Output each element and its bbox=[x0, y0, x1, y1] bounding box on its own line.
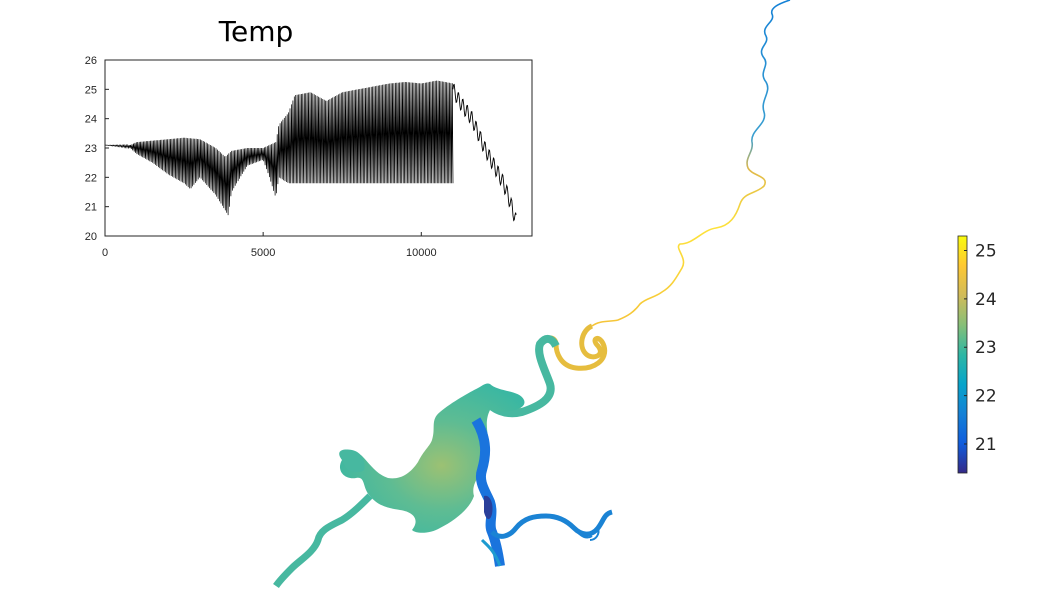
y-tick-label: 22 bbox=[85, 172, 97, 184]
meander-loop-lower bbox=[480, 335, 560, 418]
colorbar-tick-label: 22 bbox=[975, 387, 997, 407]
reservoir-west-arm bbox=[339, 449, 365, 473]
y-tick-label: 20 bbox=[85, 231, 97, 243]
colorbar-tick-label: 24 bbox=[975, 290, 997, 310]
colorbar-gradient bbox=[958, 236, 967, 473]
x-axis: 0 5000 10000 bbox=[102, 232, 437, 259]
chart-title: Temp bbox=[218, 15, 294, 48]
temp-line-chart: Temp 0 5000 10000 20 21 22 23 24 25 26 bbox=[85, 15, 533, 259]
colorbar-ticks: 21 22 23 24 25 bbox=[964, 242, 997, 455]
reservoir-southwest-arm bbox=[273, 493, 373, 589]
y-tick-label: 24 bbox=[85, 114, 97, 126]
x-tick-label: 0 bbox=[102, 247, 108, 259]
y-tick-label: 25 bbox=[85, 84, 97, 96]
y-axis: 20 21 22 23 24 25 26 bbox=[85, 55, 109, 243]
x-tick-label: 5000 bbox=[251, 247, 275, 259]
southeast-tributary-branches bbox=[573, 527, 600, 541]
colorbar-tick-label: 21 bbox=[975, 435, 997, 455]
colorbar-tick-label: 23 bbox=[975, 338, 997, 358]
upstream-river-channel bbox=[591, 0, 791, 327]
southeast-tributary bbox=[490, 509, 613, 539]
temp-series-oscillation bbox=[104, 80, 454, 216]
colorbar-frame bbox=[957, 235, 968, 474]
x-tick-label: 10000 bbox=[406, 247, 437, 259]
reservoir-lake-body bbox=[339, 383, 525, 533]
temp-series-tail bbox=[452, 83, 517, 222]
colorbar: 21 22 23 24 25 bbox=[957, 235, 997, 474]
y-tick-label: 26 bbox=[85, 55, 97, 67]
y-tick-label: 23 bbox=[85, 143, 97, 155]
y-tick-label: 21 bbox=[85, 202, 97, 214]
plot-marks bbox=[104, 80, 517, 222]
colorbar-tick-label: 25 bbox=[975, 242, 997, 262]
reservoir-deep-pool bbox=[484, 495, 493, 520]
reservoir-map bbox=[273, 0, 791, 589]
southern-outflow bbox=[480, 538, 502, 567]
